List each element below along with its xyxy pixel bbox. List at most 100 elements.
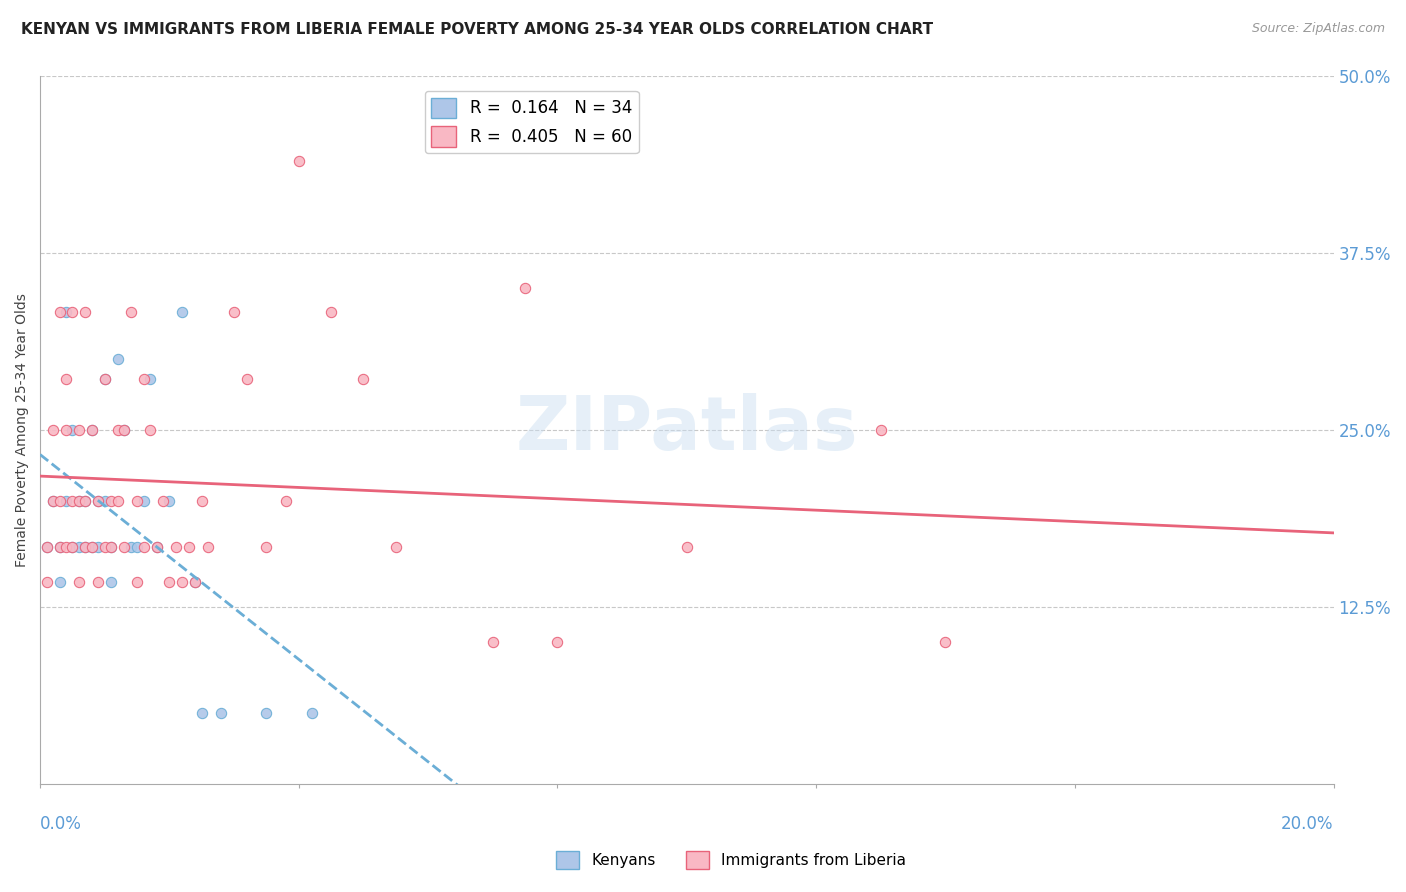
Legend: R =  0.164   N = 34, R =  0.405   N = 60: R = 0.164 N = 34, R = 0.405 N = 60 <box>425 91 638 153</box>
Point <box>35 541 58 555</box>
Point <box>35 541 58 555</box>
Point <box>152 493 174 508</box>
Point <box>934 635 956 649</box>
Point <box>67 541 90 555</box>
Text: KENYAN VS IMMIGRANTS FROM LIBERIA FEMALE POVERTY AMONG 25-34 YEAR OLDS CORRELATI: KENYAN VS IMMIGRANTS FROM LIBERIA FEMALE… <box>21 22 934 37</box>
Point <box>42 493 65 508</box>
Point <box>87 574 110 589</box>
Point <box>236 372 259 386</box>
Point <box>132 541 155 555</box>
Point <box>55 305 77 319</box>
Point <box>87 493 110 508</box>
Point <box>80 423 103 437</box>
Point <box>481 635 503 649</box>
Legend: Kenyans, Immigrants from Liberia: Kenyans, Immigrants from Liberia <box>550 845 912 875</box>
Point <box>100 493 122 508</box>
Point <box>301 706 323 721</box>
Point <box>67 574 90 589</box>
Text: 20.0%: 20.0% <box>1281 815 1333 833</box>
Point <box>127 493 149 508</box>
Point <box>353 372 375 386</box>
Text: 0.0%: 0.0% <box>41 815 82 833</box>
Point <box>197 541 219 555</box>
Point <box>869 423 891 437</box>
Point <box>75 493 97 508</box>
Point <box>191 493 214 508</box>
Point <box>191 706 214 721</box>
Point <box>35 574 58 589</box>
Point <box>120 305 142 319</box>
Point <box>209 706 232 721</box>
Point <box>256 706 278 721</box>
Point <box>145 541 167 555</box>
Point <box>75 541 97 555</box>
Point <box>159 574 181 589</box>
Point <box>675 541 697 555</box>
Y-axis label: Female Poverty Among 25-34 Year Olds: Female Poverty Among 25-34 Year Olds <box>15 293 30 566</box>
Point <box>107 493 129 508</box>
Point <box>62 541 84 555</box>
Point <box>159 493 181 508</box>
Point <box>94 493 117 508</box>
Point <box>67 423 90 437</box>
Point <box>48 305 70 319</box>
Point <box>120 541 142 555</box>
Point <box>112 423 135 437</box>
Point <box>75 541 97 555</box>
Point <box>184 574 207 589</box>
Point <box>48 574 70 589</box>
Point <box>48 541 70 555</box>
Text: ZIPatlas: ZIPatlas <box>516 393 858 467</box>
Point <box>55 541 77 555</box>
Point <box>385 541 408 555</box>
Point <box>107 351 129 366</box>
Point <box>321 305 343 319</box>
Point <box>100 541 122 555</box>
Point <box>127 541 149 555</box>
Point <box>80 541 103 555</box>
Point <box>172 305 194 319</box>
Point <box>62 423 84 437</box>
Point <box>165 541 187 555</box>
Point <box>112 423 135 437</box>
Point <box>87 493 110 508</box>
Point <box>145 541 167 555</box>
Point <box>62 493 84 508</box>
Point <box>100 574 122 589</box>
Point <box>107 423 129 437</box>
Point <box>94 541 117 555</box>
Point <box>55 423 77 437</box>
Point <box>55 372 77 386</box>
Point <box>94 372 117 386</box>
Point <box>274 493 297 508</box>
Point <box>67 493 90 508</box>
Point <box>42 423 65 437</box>
Point <box>48 541 70 555</box>
Point <box>513 281 536 295</box>
Point <box>256 541 278 555</box>
Point <box>55 493 77 508</box>
Point <box>224 305 246 319</box>
Point <box>75 305 97 319</box>
Point <box>177 541 200 555</box>
Point <box>100 541 122 555</box>
Point <box>546 635 568 649</box>
Point <box>80 423 103 437</box>
Point <box>42 493 65 508</box>
Point <box>288 153 311 168</box>
Point <box>172 574 194 589</box>
Point <box>127 574 149 589</box>
Point <box>112 541 135 555</box>
Point <box>132 493 155 508</box>
Point <box>67 493 90 508</box>
Text: Source: ZipAtlas.com: Source: ZipAtlas.com <box>1251 22 1385 36</box>
Point <box>62 541 84 555</box>
Point <box>75 493 97 508</box>
Point <box>132 372 155 386</box>
Point <box>80 541 103 555</box>
Point <box>87 541 110 555</box>
Point <box>184 574 207 589</box>
Point <box>139 423 162 437</box>
Point <box>139 372 162 386</box>
Point <box>62 305 84 319</box>
